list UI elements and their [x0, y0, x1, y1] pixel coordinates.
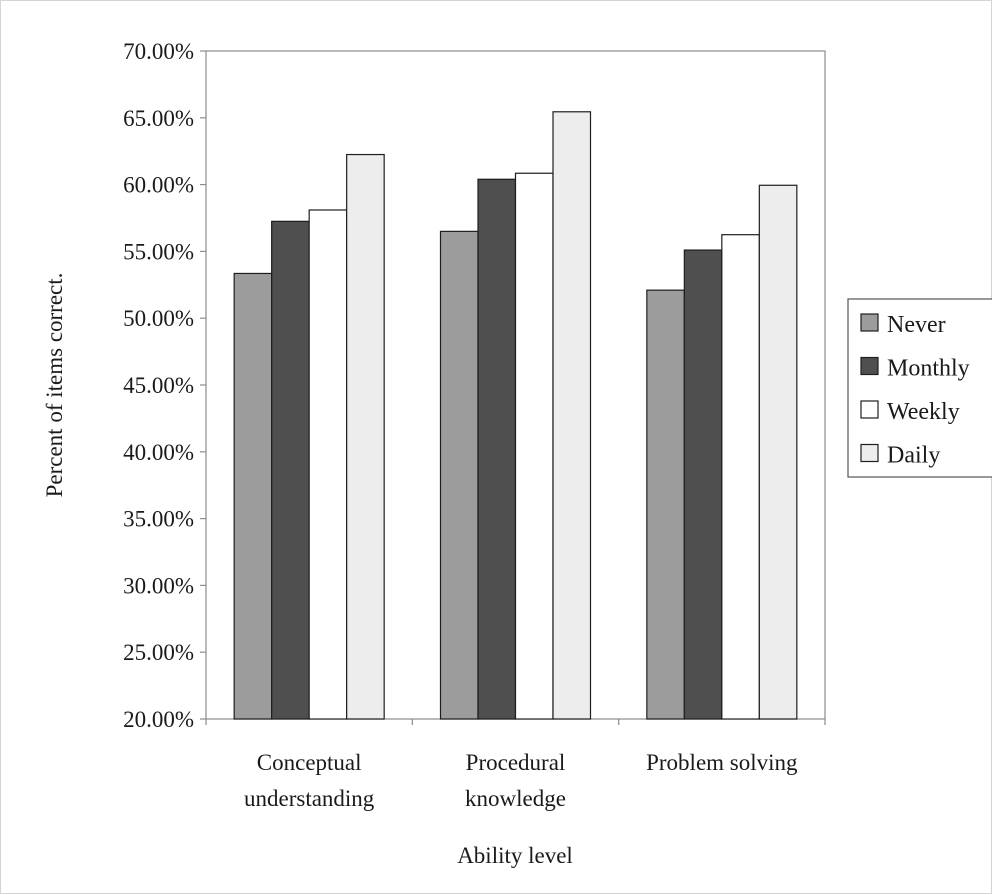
bar-never-2 — [439, 230, 479, 720]
y-tick-label: 65.00% — [123, 106, 194, 131]
legend-swatch-weekly — [860, 400, 879, 419]
x-category-label-line: Problem solving — [646, 750, 798, 775]
bar-monthly-1 — [271, 220, 310, 720]
bar-never-3 — [646, 289, 685, 720]
y-tick-label: 60.00% — [123, 173, 194, 198]
bar-weekly-2 — [514, 172, 554, 720]
x-axis: Conceptual understanding Procedural knowled… — [205, 719, 826, 811]
y-tick-label: 30.00% — [123, 573, 194, 598]
bar-weekly-1 — [308, 209, 348, 720]
y-axis-title: Percent of items correct. — [42, 273, 67, 498]
bars — [233, 111, 798, 720]
y-tick-label: 40.00% — [123, 440, 194, 465]
x-category-label: Problem solving — [646, 750, 798, 775]
legend-swatch-monthly — [860, 356, 879, 376]
y-tick-label: 55.00% — [123, 239, 194, 264]
legend-swatch-never — [860, 313, 879, 332]
y-tick-label: 70.00% — [123, 39, 194, 64]
y-tick-label: 35.00% — [123, 507, 194, 532]
bar-daily-3 — [758, 184, 798, 720]
legend-label-never: Never — [887, 312, 946, 338]
x-category-label-line: knowledge — [465, 786, 566, 811]
y-tick-label: 20.00% — [123, 707, 194, 732]
y-axis: 20.00% 25.00% 30.00% 35.00% 40.00% 45.00% 50.0… — [123, 39, 206, 732]
x-category-label-line: Conceptual — [257, 750, 362, 775]
bar-daily-2 — [552, 111, 592, 720]
legend-label-daily: Daily — [887, 443, 940, 469]
x-axis-title: Ability level — [457, 843, 573, 868]
x-category-label-line: understanding — [244, 786, 375, 811]
legend-swatch-daily — [860, 443, 879, 463]
x-category-label-line: Procedural — [466, 750, 566, 775]
y-tick-label: 45.00% — [123, 373, 194, 398]
bar-monthly-2 — [477, 178, 517, 720]
legend-label-weekly: Weekly — [887, 399, 960, 425]
legend: Never Monthly Weekly Daily — [847, 298, 992, 478]
x-category-label: Conceptual understanding — [244, 750, 375, 811]
x-category-label: Procedural knowledge — [465, 750, 566, 811]
bar-monthly-3 — [683, 249, 723, 720]
y-tick-label: 25.00% — [123, 640, 194, 665]
legend-label-monthly: Monthly — [887, 356, 970, 382]
bar-daily-1 — [346, 153, 385, 720]
bar-weekly-3 — [721, 234, 760, 720]
bar-never-1 — [233, 272, 273, 720]
y-tick-label: 50.00% — [123, 306, 194, 331]
